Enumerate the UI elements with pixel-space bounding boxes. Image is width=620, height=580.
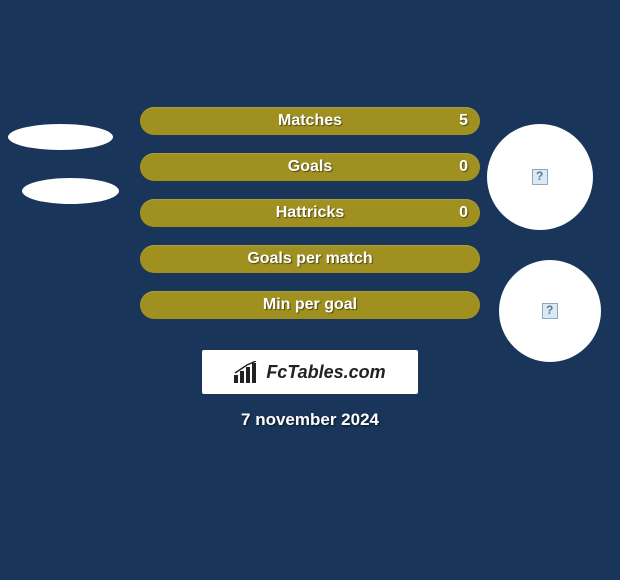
brand-text: FcTables.com xyxy=(266,362,385,383)
image-placeholder-icon xyxy=(542,303,558,319)
stat-bar: Min per goal xyxy=(140,291,480,319)
stat-bar: Goals 0 xyxy=(140,153,480,181)
player-left-ellipse xyxy=(8,124,113,150)
stat-bar: Matches 5 xyxy=(140,107,480,135)
stat-value-right: 0 xyxy=(459,158,468,176)
player-left-ellipse xyxy=(22,178,119,204)
stat-label: Min per goal xyxy=(263,296,357,314)
stat-value-right: 0 xyxy=(459,204,468,222)
stat-bars: Matches 5 Goals 0 Hattricks 0 Goals per … xyxy=(140,107,480,337)
stat-label: Goals per match xyxy=(247,250,372,268)
brand-badge: FcTables.com xyxy=(202,350,418,394)
stat-label: Goals xyxy=(288,158,332,176)
stat-label: Hattricks xyxy=(276,204,344,222)
image-placeholder-icon xyxy=(532,169,548,185)
stat-bar: Goals per match xyxy=(140,245,480,273)
stat-label: Matches xyxy=(278,112,342,130)
player-right-circle xyxy=(499,260,601,362)
bars-icon xyxy=(234,361,260,383)
player-right-circle xyxy=(487,124,593,230)
date-text: 7 november 2024 xyxy=(0,410,620,430)
stat-bar: Hattricks 0 xyxy=(140,199,480,227)
stat-value-right: 5 xyxy=(459,112,468,130)
